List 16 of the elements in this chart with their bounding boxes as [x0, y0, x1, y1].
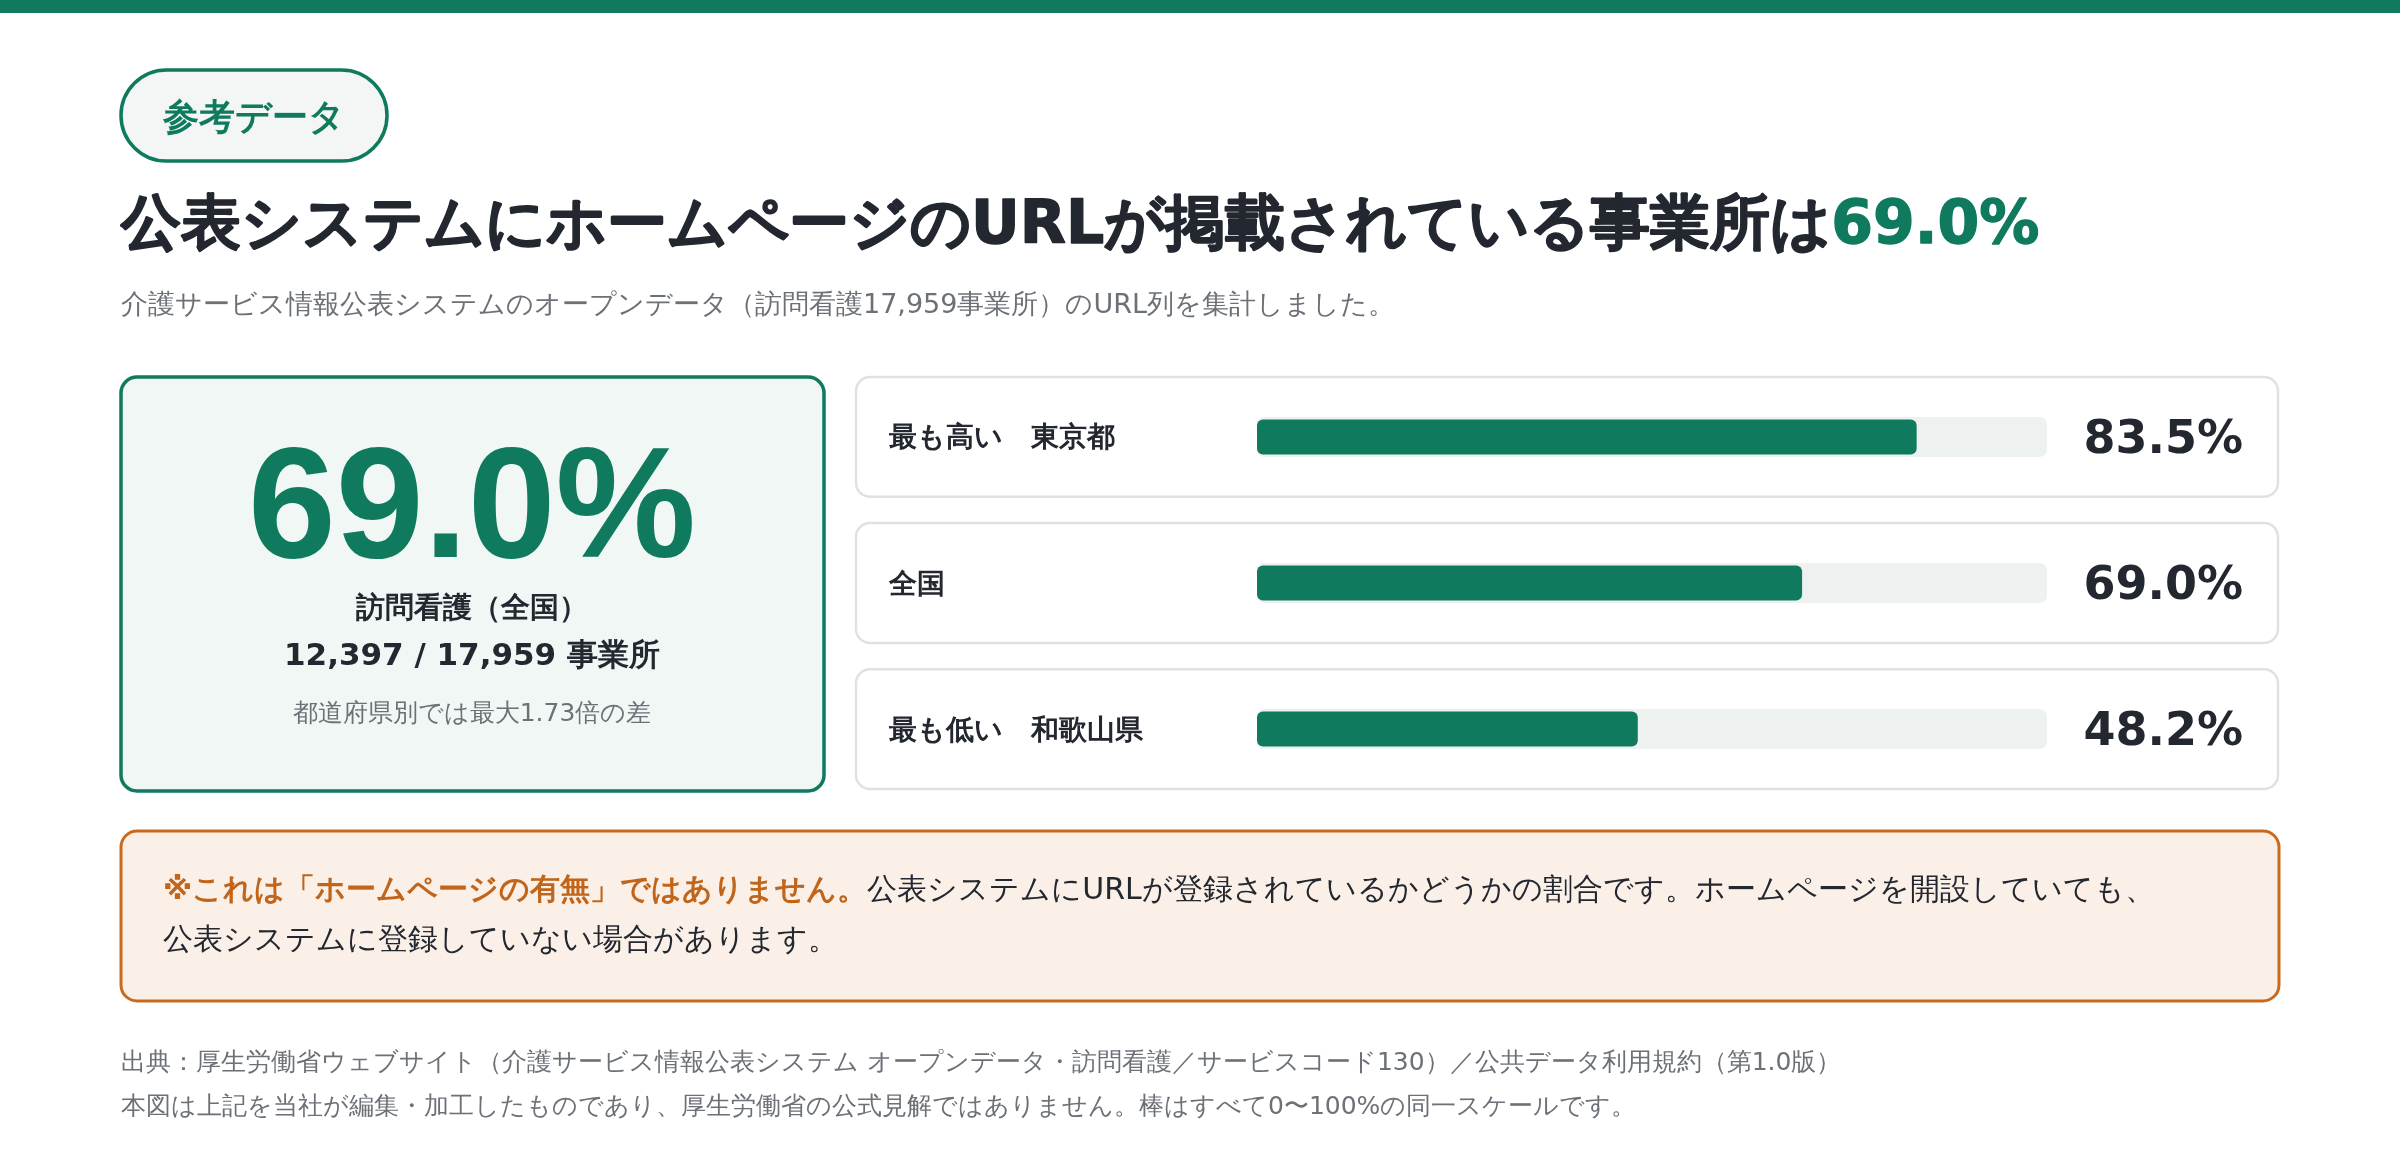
text: ※これは「ホームページの有無」ではありません。 [163, 871, 868, 906]
text: 訪問看護（全国） [355, 590, 588, 624]
y-tick-label: 最も高い 東京都 [888, 420, 1115, 454]
text: 12,397 / 17,959 事業所 [284, 636, 660, 672]
y-tick-label: 全国 [888, 566, 945, 600]
text: 参考データ [162, 95, 345, 137]
text: 都道府県別では最大1.73倍の差 [292, 698, 652, 727]
text: 本図は上記を当社が編集・加工したものであり、厚生労働省の公式見解ではありません。棒はすべて0〜100%の同一スケールです。 [121, 1091, 1637, 1120]
y-tick-label: 最も低い 和歌山県 [888, 712, 1144, 746]
source-note: 出典：厚生労働省ウェブサイト（介護サービス情報公表システム オープンデータ・訪問看護／サービスコード130）／公共データ利用規約（第1.0版） [121, 1047, 1842, 1076]
data-label: 69.0% [2083, 556, 2243, 610]
chart-title: 公表システムにホームページのURLが掲載されている事業所は69.0% [119, 187, 2040, 257]
data-label: 48.2% [2083, 702, 2243, 757]
data-label: 83.5% [2083, 409, 2243, 464]
text: 69.0% [247, 414, 697, 590]
text: 介護サービス情報公表システムのオープンデータ（訪問看護17,959事業所）のURL列を集計しました。 [121, 288, 1396, 319]
